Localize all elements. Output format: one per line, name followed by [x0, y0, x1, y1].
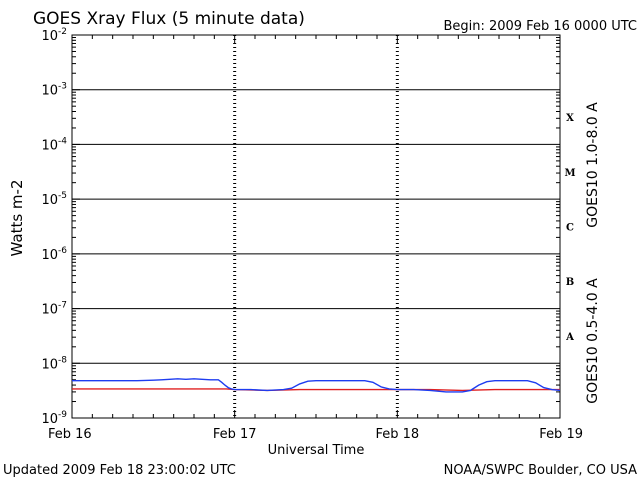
flare-class-x: X: [566, 113, 574, 124]
plot-frame: [71, 34, 561, 419]
y-tick-label: 10-5: [41, 191, 67, 208]
begin-label: Begin: 2009 Feb 16 0000 UTC: [443, 19, 637, 34]
y-tick-label: 10-8: [41, 355, 67, 372]
y-tick-label: 10-6: [41, 246, 67, 263]
flare-class-a: A: [565, 332, 574, 343]
credit-label: NOAA/SWPC Boulder, CO USA: [444, 463, 637, 478]
x-axis-label: Universal Time: [268, 443, 365, 458]
legend-short-channel: GOES10 0.5-4.0 A: [585, 278, 601, 404]
chart-title: GOES Xray Flux (5 minute data): [33, 9, 305, 29]
flare-class-m: M: [564, 168, 575, 179]
y-axis-label: Watts m-2: [8, 180, 26, 257]
y-tick-label: 10-4: [41, 136, 67, 153]
x-tick-label: Feb 16: [48, 427, 92, 442]
series-long-channel: [72, 388, 560, 392]
x-tick-label: Feb 17: [213, 427, 257, 442]
x-tick-label: Feb 19: [539, 427, 583, 442]
flare-class-b: B: [566, 277, 574, 288]
x-tick-label: Feb 18: [375, 427, 419, 442]
series-short-channel: [72, 378, 561, 393]
legend-long-channel: GOES10 1.0-8.0 A: [585, 102, 601, 228]
svg-text:Watts m-2: Watts m-2: [8, 180, 26, 257]
y-tick-label: 10-7: [41, 301, 67, 318]
plot-area: 10-9 10-8 10-7 10-6 10-5 10-4 10-3 10-2 Feb 16 Fe…: [41, 27, 583, 442]
y-tick-label: 10-2: [41, 27, 67, 44]
updated-label: Updated 2009 Feb 18 23:00:02 UTC: [3, 463, 236, 478]
y-tick-label: 10-3: [41, 82, 67, 99]
flare-class-c: C: [566, 223, 574, 234]
y-tick-label: 10-9: [41, 410, 67, 427]
